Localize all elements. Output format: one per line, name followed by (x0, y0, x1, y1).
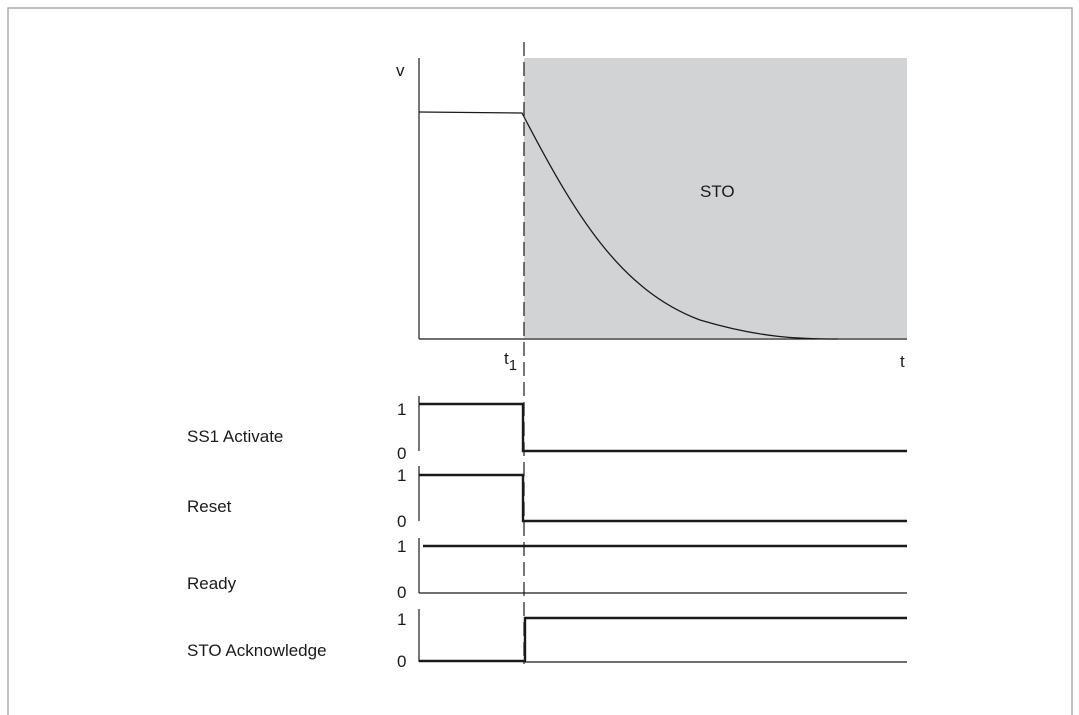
signal-high-label: 1 (397, 400, 406, 419)
signal-trace (419, 402, 907, 453)
signal-trace (419, 473, 907, 523)
sto-region (524, 58, 907, 338)
signal-label: Reset (187, 497, 232, 516)
velocity-plot: v t t1 STO (396, 58, 907, 374)
t1-main: t (504, 349, 509, 368)
signal-label: SS1 Activate (187, 427, 283, 446)
velocity-curve (418, 111, 839, 340)
frame-border (7, 7, 1073, 715)
t1-subscript: 1 (509, 357, 517, 374)
signal-trace (419, 616, 907, 663)
signal-reset: Reset 1 0 (187, 466, 907, 531)
signal-low-label: 0 (397, 444, 406, 463)
signal-sto-acknowledge: STO Acknowledge 1 0 (187, 609, 907, 671)
t1-label: t1 (504, 349, 517, 374)
signal-high-label: 1 (397, 537, 406, 556)
signal-high-label: 1 (397, 610, 406, 629)
velocity-axis-label: v (396, 61, 405, 80)
signal-low-label: 0 (397, 583, 406, 602)
signal-ready: Ready 1 0 (187, 537, 907, 602)
sto-region-label: STO (700, 182, 735, 201)
signal-low-label: 0 (397, 652, 406, 671)
signal-low-label: 0 (397, 512, 406, 531)
signal-high-label: 1 (397, 466, 406, 485)
time-axis-label: t (900, 352, 905, 371)
signal-label: Ready (187, 574, 237, 593)
signal-label: STO Acknowledge (187, 641, 327, 660)
signal-ss1-activate: SS1 Activate 1 0 (187, 396, 907, 463)
